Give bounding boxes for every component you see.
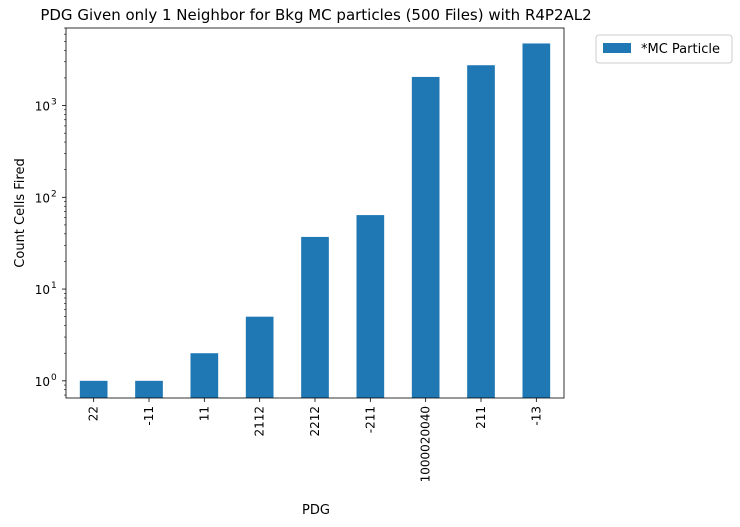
y-tick-label: 10 [35,191,50,205]
bar-22 [79,380,108,398]
bar-2212 [301,236,329,398]
y-tick-exponent: 1 [51,281,57,291]
y-tick-exponent: 3 [51,98,57,108]
bar--11 [135,380,163,398]
y-tick-exponent: 0 [51,373,57,383]
y-axis-label: Count Cells Fired [13,158,28,267]
bars-group [79,43,551,398]
y-tick-exponent: 2 [51,189,57,199]
y-tick-label: 10 [35,100,50,114]
x-tick-label: 2112 [253,406,267,437]
legend-label: *MC Particle [641,42,720,57]
y-tick-label: 10 [35,283,50,297]
x-tick-label: -11 [142,406,156,426]
x-tick-label: -211 [363,406,377,433]
bar--13 [522,43,551,398]
x-tick-label: 11 [197,406,211,421]
legend-frame [595,34,733,64]
y-tick-label: 10 [35,375,50,389]
x-tick-label: -13 [529,406,543,426]
bar-1000020040 [411,76,440,398]
x-tick-label: 2212 [308,406,322,437]
bar-11 [190,353,219,398]
plot-frame [65,27,565,399]
x-tick-label: 1000020040 [419,406,433,482]
bar--211 [356,215,385,398]
legend: *MC Particle [595,34,733,64]
x-tick-label: 22 [87,406,101,421]
legend-swatch [603,43,631,53]
chart-title: PDG Given only 1 Neighbor for Bkg MC par… [40,6,591,24]
bar-211 [467,65,495,398]
x-tick-label: 211 [474,406,488,429]
x-axis-label: PDG [302,503,330,518]
bar-2112 [245,316,274,398]
x-axis: 22 -11 11 2112 2212 -211 1000020040 211 -13 [87,398,543,482]
